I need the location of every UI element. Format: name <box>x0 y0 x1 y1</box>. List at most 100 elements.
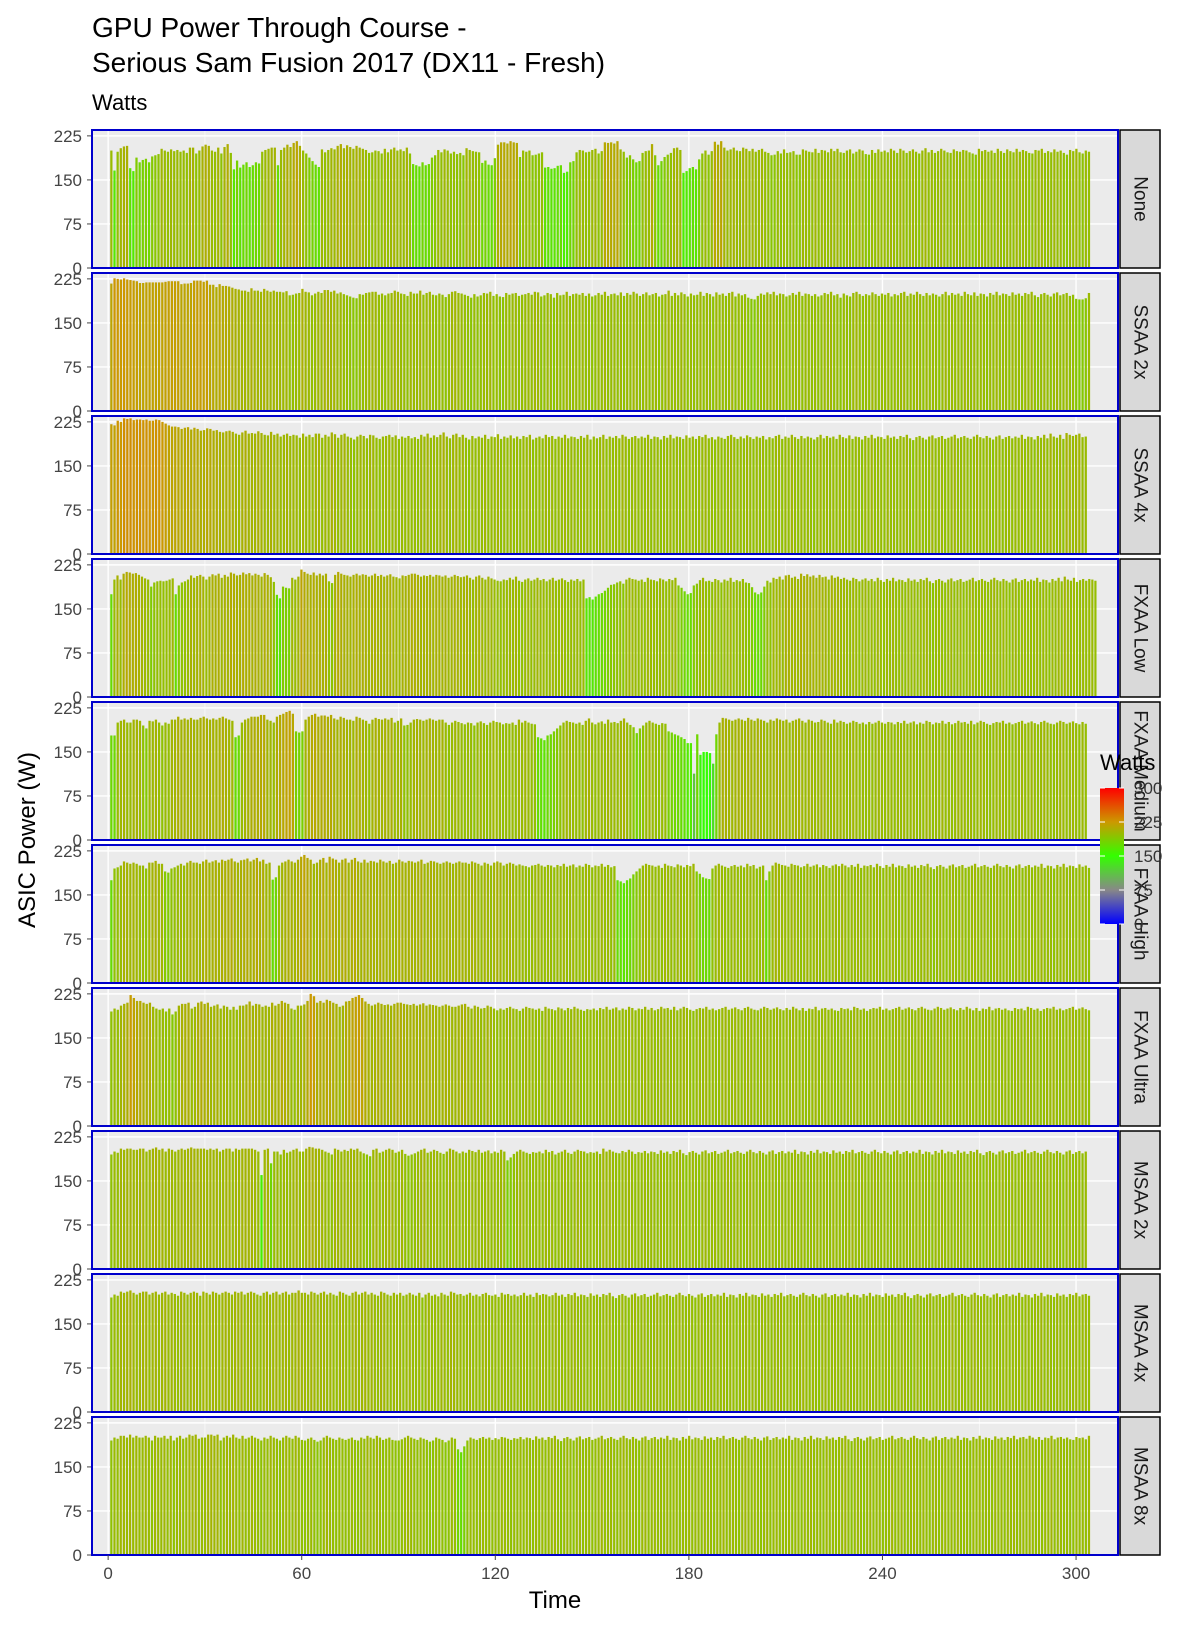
power-bar <box>196 428 199 554</box>
power-bar <box>557 1152 560 1269</box>
power-bar <box>230 1294 234 1412</box>
power-bar <box>404 862 407 983</box>
power-bar <box>990 150 993 268</box>
power-bar <box>376 1295 380 1412</box>
power-bar <box>641 152 644 268</box>
power-bar <box>954 867 958 983</box>
power-bar <box>630 1294 634 1412</box>
power-bar <box>528 150 531 268</box>
power-bar <box>180 1291 183 1412</box>
power-bar <box>113 170 116 268</box>
power-bar <box>508 723 511 840</box>
power-bar <box>262 859 265 983</box>
power-bar <box>560 1151 563 1269</box>
power-bar <box>685 171 688 268</box>
power-bar <box>717 1153 720 1269</box>
power-bar <box>579 435 583 554</box>
power-bar <box>154 860 157 983</box>
power-bar <box>672 1006 676 1126</box>
power-bar <box>269 1435 272 1555</box>
power-bar <box>436 862 439 983</box>
y-tick-label: 150 <box>54 171 82 190</box>
power-bar <box>270 147 273 268</box>
power-bar <box>202 576 205 697</box>
power-bar <box>484 579 487 697</box>
power-bar <box>870 149 874 268</box>
power-bar <box>637 580 640 697</box>
power-bar <box>218 431 222 554</box>
power-bar <box>698 159 701 268</box>
power-bar <box>497 1296 500 1412</box>
power-bar <box>976 722 979 840</box>
power-bar <box>148 1149 151 1269</box>
power-bar <box>1027 294 1030 411</box>
power-bar <box>901 580 904 697</box>
power-bar <box>236 862 240 983</box>
y-tick-label: 0 <box>73 1403 82 1422</box>
power-bar <box>916 1438 919 1555</box>
power-bar <box>572 864 575 983</box>
power-bar <box>404 437 407 554</box>
power-bar <box>655 581 659 697</box>
power-bar <box>833 295 836 411</box>
power-bar <box>869 1436 872 1555</box>
power-bar <box>245 162 248 268</box>
power-bar <box>530 723 533 840</box>
power-bar <box>969 1150 972 1269</box>
power-bar <box>126 1002 129 1126</box>
power-bar <box>193 427 196 554</box>
power-bar <box>786 1295 789 1412</box>
power-bar <box>493 437 496 554</box>
power-bar <box>1023 1010 1026 1126</box>
power-bar <box>218 717 221 840</box>
power-bar <box>809 866 812 983</box>
power-bar <box>445 1151 448 1269</box>
power-bar <box>326 716 330 840</box>
power-bar <box>368 723 371 840</box>
power-bar <box>794 294 798 411</box>
power-bar <box>899 148 902 268</box>
power-bar <box>911 149 915 268</box>
power-bar <box>650 144 654 268</box>
power-bar <box>708 294 712 411</box>
power-bar <box>805 1295 808 1412</box>
power-bar <box>1044 1437 1047 1555</box>
power-bar <box>608 436 611 554</box>
power-bar <box>145 1003 148 1126</box>
power-bar <box>654 866 657 983</box>
power-bar <box>1025 1438 1028 1555</box>
power-bar <box>384 718 387 840</box>
power-bar <box>125 571 128 697</box>
power-bar <box>889 148 893 268</box>
power-bar <box>376 576 380 697</box>
power-bar <box>852 1294 856 1412</box>
power-bar <box>167 872 170 983</box>
power-bar <box>741 1295 745 1412</box>
power-bar <box>528 1153 532 1269</box>
power-bar <box>297 1437 300 1555</box>
power-bar <box>341 859 344 983</box>
power-bar <box>512 1008 515 1126</box>
power-bar <box>701 877 705 983</box>
power-bar <box>562 294 565 411</box>
power-bar <box>421 162 424 268</box>
power-bar <box>1062 152 1065 268</box>
power-bar <box>628 155 632 268</box>
power-bar <box>686 296 689 411</box>
power-bar <box>110 150 113 268</box>
power-bar <box>457 1005 460 1126</box>
power-bar <box>768 1151 771 1269</box>
power-bar <box>736 866 739 983</box>
power-bar <box>304 291 307 411</box>
power-bar <box>864 724 868 840</box>
power-bar <box>119 1005 123 1126</box>
power-bar <box>860 867 863 983</box>
power-bar <box>769 1009 772 1126</box>
power-bar <box>781 1437 784 1555</box>
power-bar <box>691 1295 694 1412</box>
power-bar <box>875 1008 878 1126</box>
power-bar <box>222 1437 225 1555</box>
legend-tick-label: 300 <box>1134 779 1162 798</box>
power-bar <box>189 1292 192 1412</box>
power-bar <box>468 439 471 554</box>
